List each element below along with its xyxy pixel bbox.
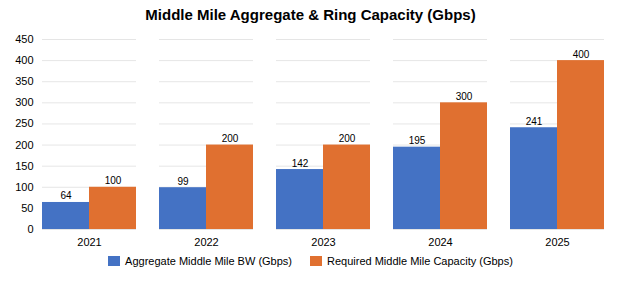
svg-text:300: 300 [15, 96, 33, 108]
svg-text:64: 64 [60, 190, 72, 201]
svg-text:0: 0 [27, 223, 33, 235]
svg-text:400: 400 [573, 49, 590, 60]
svg-text:300: 300 [456, 91, 473, 102]
svg-text:400: 400 [15, 54, 33, 66]
svg-text:142: 142 [292, 158, 309, 169]
svg-text:200: 200 [339, 133, 356, 144]
svg-text:100: 100 [105, 175, 122, 186]
svg-text:250: 250 [15, 117, 33, 129]
svg-text:50: 50 [21, 202, 33, 214]
html-text:Required Middle Mile Capacity: Required Middle Mile Capacity (Gbps) [327, 255, 513, 267]
html-text:Middle Mile Aggregate & Ring C: Middle Mile Aggregate & Ring Capacity (G… [145, 6, 476, 23]
svg-text:241: 241 [526, 116, 543, 127]
svg-text:2021: 2021 [77, 236, 101, 248]
svg-text:150: 150 [15, 160, 33, 172]
svg-text:99: 99 [177, 176, 189, 187]
svg-text:2024: 2024 [428, 236, 452, 248]
svg-text:2025: 2025 [545, 236, 569, 248]
svg-text:2022: 2022 [194, 236, 218, 248]
svg-text:100: 100 [15, 181, 33, 193]
svg-text:200: 200 [15, 139, 33, 151]
html-text:Aggregate Middle Mile BW (Gbps: Aggregate Middle Mile BW (Gbps) [125, 255, 292, 267]
svg-text:350: 350 [15, 75, 33, 87]
svg-text:195: 195 [409, 135, 426, 146]
svg-text:200: 200 [222, 133, 239, 144]
svg-text:2023: 2023 [311, 236, 335, 248]
svg-text:450: 450 [15, 33, 33, 45]
